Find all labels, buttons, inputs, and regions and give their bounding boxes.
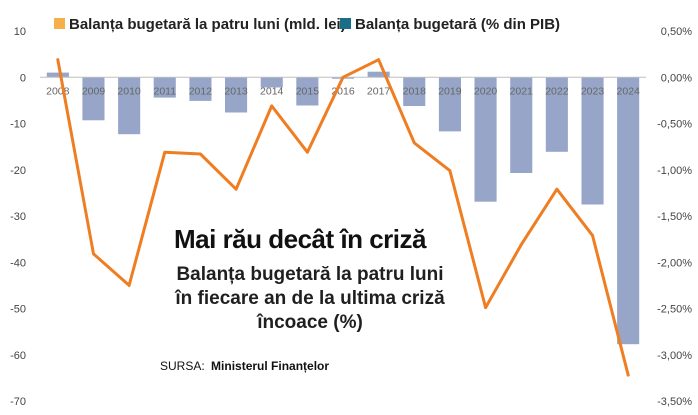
legend-label-line: Balanța bugetară (% din PIB) [355,16,560,33]
bar [225,77,248,113]
left-tick-label: -70 [10,396,26,408]
bar [403,77,426,106]
left-tick-label: -30 [10,211,26,223]
category-label: 2018 [403,85,427,97]
chart-subtitle-line-1: Balanța bugetară la patru luni [176,264,443,285]
chart-title: Mai rău decât în criză [174,224,427,254]
legend-swatch-line [340,18,351,29]
right-tick-label: -1,50% [657,211,692,223]
line-point [412,141,416,145]
line-point [377,58,380,62]
bar [296,77,319,106]
bar [189,77,212,101]
right-tick-label: -3,50% [657,396,692,408]
line-point [127,284,131,287]
left-tick-label: -20 [10,165,26,177]
line-series [56,58,630,377]
chart-source: SURSA: Ministerul Finanțelor [160,359,329,373]
line-point [555,187,559,191]
chart-source-name: Ministerul Finanțelor [211,359,329,373]
category-label: 2014 [260,85,284,97]
line-point [92,252,95,256]
legend-label-bars: Balanța bugetară la patru luni (mld. lei… [69,16,346,33]
bar [118,77,141,135]
line-point [591,234,594,237]
left-tick-label: -60 [10,350,26,362]
bar [545,77,568,152]
right-tick-label: -1,00% [657,165,692,177]
left-tick-label: 0 [20,72,26,84]
right-tick-label: -2,00% [657,257,692,269]
category-label: 2013 [224,85,248,97]
category-label: 2024 [617,85,641,97]
category-label: 2012 [189,85,213,97]
bar [260,77,283,88]
right-tick-label: 0,00% [661,72,692,84]
line-point [199,152,202,156]
line-point [484,306,487,309]
line-point [341,75,345,79]
category-label: 2023 [581,85,605,97]
category-label: 2017 [367,85,391,97]
right-axis: 0,50% 0,00% -0,50% -1,00% -1,50% -2,00% -2,50%… [657,26,692,408]
legend-swatch-bars [54,18,65,29]
right-tick-label: -0,50% [657,119,692,131]
line-point [519,243,523,247]
bar [153,77,176,98]
category-label: 2020 [474,85,498,97]
category-label: 2008 [46,85,70,97]
annotation-block: Mai rău decât în criză Balanța bugetară … [160,224,445,373]
category-labels: 2008 2009 2010 2011 2012 2013 2014 2015 2016 2017… [46,85,640,97]
line-point [448,169,452,173]
left-tick-label: 10 [14,26,26,38]
line-point [56,58,60,62]
right-tick-label: -3,00% [657,350,692,362]
category-label: 2015 [296,85,320,97]
line-point [626,373,630,377]
left-axis: 10 0 -10 -20 -30 -40 -50 -60 -70 [10,26,26,408]
category-label: 2019 [438,85,462,97]
chart-subtitle-line-2: în fiecare an de la ultima criză [174,288,445,309]
chart-source-label: SURSA: [160,359,205,373]
category-label: 2022 [545,85,569,97]
bar [46,72,69,78]
bar [617,77,640,345]
right-tick-label: 0,50% [661,26,692,38]
line-point [306,150,309,154]
bar [474,77,497,202]
left-tick-label: -40 [10,257,26,269]
line-point [234,187,238,191]
bar [438,77,461,132]
bar [82,77,105,121]
left-tick-label: -50 [10,304,26,316]
category-label: 2011 [154,85,177,97]
line-point [163,150,167,154]
right-tick-label: -2,50% [657,304,692,316]
chart-subtitle-line-3: încoace (%) [256,312,363,333]
category-label: 2021 [510,85,534,97]
bar-series [46,71,640,345]
legend: Balanța bugetară la patru luni (mld. lei… [54,16,560,33]
bar [367,71,390,78]
bar [510,77,533,173]
line-point [270,104,274,108]
bar [581,77,604,205]
left-tick-label: -10 [10,119,26,131]
category-label: 2010 [117,85,141,97]
category-label: 2009 [82,85,106,97]
